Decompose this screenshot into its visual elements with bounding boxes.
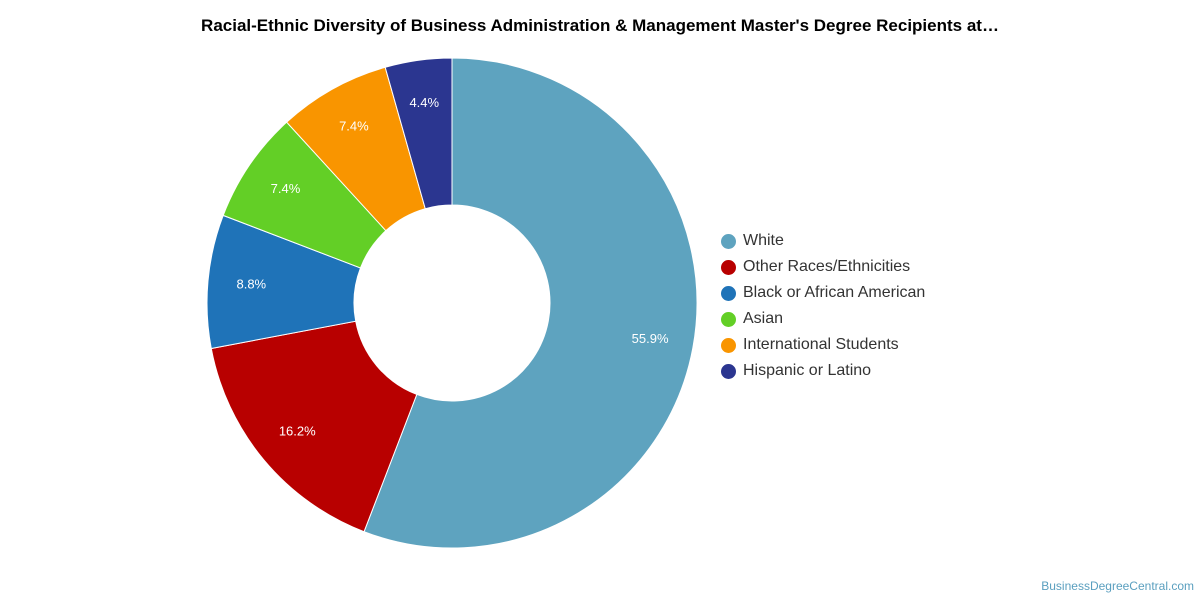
legend-label: International Students [743,336,899,353]
legend-label: Hispanic or Latino [743,362,872,379]
legend-swatch [721,285,736,301]
slice-label-black-or-african-american: 8.8% [236,276,266,291]
legend-item[interactable]: Asian [721,306,925,332]
legend-item[interactable]: Black or African American [721,280,925,306]
source-credit[interactable]: BusinessDegreeCentral.com [1041,579,1194,593]
chart-title: Racial-Ethnic Diversity of Business Admi… [201,16,999,35]
legend-swatch [721,259,736,275]
legend-swatch [721,363,736,379]
legend-label: Black or African American [743,284,926,301]
slice-label-international-students: 7.4% [339,118,369,133]
slice-label-other-races-ethnicities: 16.2% [279,424,316,439]
legend-label: Other Races/Ethnicities [743,258,911,275]
chart-legend: White Other Races/Ethnicities Black or Afr… [721,228,925,384]
slice-label-asian: 7.4% [271,181,301,196]
legend-label: Asian [743,310,784,327]
slice-label-white: 55.9% [632,331,669,346]
slice-label-hispanic-or-latino: 4.4% [409,95,439,110]
slice-white[interactable] [363,57,698,549]
slice-other-races-ethnicities[interactable] [210,320,418,533]
legend-label: White [743,232,784,249]
legend-swatch [721,337,736,353]
legend-item[interactable]: Hispanic or Latino [721,358,925,384]
legend-swatch [721,311,736,327]
legend-item[interactable]: Other Races/Ethnicities [721,254,925,280]
legend-swatch [721,233,736,249]
legend-item[interactable]: International Students [721,332,925,358]
slice-hispanic-or-latino[interactable] [384,57,453,210]
legend-item[interactable]: White [721,228,925,254]
